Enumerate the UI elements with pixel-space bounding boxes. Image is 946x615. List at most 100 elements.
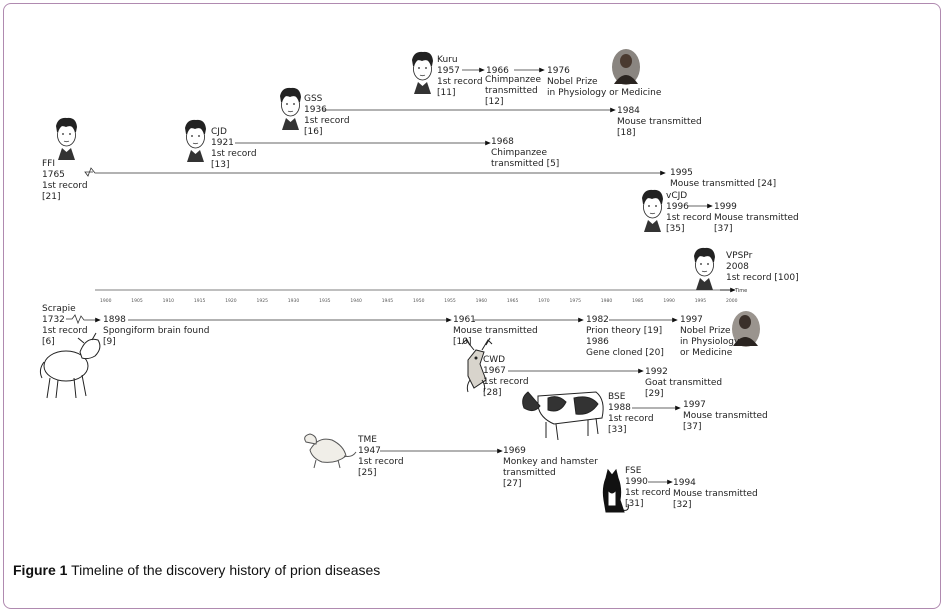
event-vcjd-end: 1999 Mouse transmitted [37] [714,202,799,234]
axis-tick-label: 2000 [726,298,738,304]
event-desc: Chimpanzee [485,75,541,85]
portrait-photo-icon [612,49,640,85]
sheep-icon [39,332,101,399]
event-vcjd-start: vCJD 1996 1st record [35] [666,191,712,234]
event-label: vCJD [666,191,687,201]
event-ref: [9] [103,337,116,347]
event-kuru-start: Kuru 1957 1st record [11] [437,55,483,98]
event-desc: Mouse transmitted [24] [670,179,776,189]
event-ref: [37] [714,224,732,234]
event-label: CWD [483,355,505,365]
event-year: 2008 [726,262,749,272]
event-ref: [37] [683,422,701,432]
event-gss-end: 1984 Mouse transmitted [18] [617,106,702,138]
event-desc: transmitted [503,468,556,478]
event-year: 1968 [491,137,514,147]
event-desc: 1st record [666,213,712,223]
event-ref: [28] [483,388,501,398]
axis-tick-label: 1910 [163,298,175,304]
event-bse-start: BSE 1988 1st record [33] [608,392,654,435]
event-ref: [12] [485,97,503,107]
event-year: 1995 [670,168,693,178]
event-year: 1976 [547,66,570,76]
axis-tick-label: 1980 [601,298,613,304]
animal-arrows [66,314,681,485]
event-desc: 1st record [211,149,257,159]
event-ref: [31] [625,499,643,509]
person-icon [412,51,433,94]
axis-tick-label: 1915 [194,298,206,304]
event-label: TME [357,435,377,445]
event-desc: Mouse transmitted [453,326,538,336]
event-ref: [13] [211,160,229,170]
event-label: BSE [608,392,626,402]
event-ref: [29] [645,389,663,399]
event-desc: 1st record [42,181,88,191]
event-year: 1921 [211,138,234,148]
event-ffi-end: 1995 Mouse transmitted [24] [670,168,776,189]
event-year: 1765 [42,170,65,180]
event-ref: [16] [304,127,322,137]
axis-tick-label: 1900 [100,298,112,304]
event-cwd-start: CWD 1967 1st record [28] [483,355,529,398]
axis-tick-label: 1955 [444,298,456,304]
event-ref: [27] [503,479,521,489]
event-vpspr: VPSPr 2008 1st record [100] [726,251,799,283]
axis-tick-label: 1975 [570,298,582,304]
figure-caption: Figure 1 Timeline of the discovery histo… [13,562,380,578]
event-fse-end: 1994 Mouse transmitted [32] [673,478,758,510]
cow-icon [522,391,604,441]
event-kuru-end: 1976 Nobel Prize in Physiology or Medici… [547,66,662,98]
event-desc: 1st record [608,414,654,424]
event-desc: transmitted [5] [491,159,559,169]
event-desc: Mouse transmitted [617,117,702,127]
event-year: 1996 [666,202,689,212]
time-axis: 1900 1905 1910 1915 1920 1925 1930 1935 1940 1945… [95,287,747,304]
person-icon [56,117,77,160]
event-year: 1936 [304,105,327,115]
event-year: 1984 [617,106,640,116]
caption-label: Figure 1 [13,562,68,578]
event-desc: Mouse transmitted [683,411,768,421]
event-desc: 1st record [437,77,483,87]
event-desc: Gene cloned [20] [586,348,664,358]
event-year: 1986 [586,337,609,347]
event-year: 1898 [103,315,126,325]
event-year: 1982 [586,315,609,325]
event-desc: transmitted [485,86,538,96]
event-ref: [33] [608,425,626,435]
event-scrapie-start: Scrapie 1732 1st record [6] [42,304,88,347]
person-icon [280,87,301,130]
event-ref: [11] [437,88,455,98]
event-year: 1997 [683,400,706,410]
axis-tick-label: 1985 [632,298,644,304]
event-label: VPSPr [726,251,753,261]
event-desc: Chimpanzee [491,148,547,158]
event-desc: or Medicine [680,348,733,358]
event-ref: [18] [617,128,635,138]
event-year: 1966 [486,66,509,76]
event-cjd-start: CJD 1921 1st record [13] [211,127,257,170]
event-ref: [32] [673,500,691,510]
person-icon [642,189,663,232]
axis-tick-label: 1940 [350,298,362,304]
event-fse-start: FSE 1990 1st record [31] [625,466,671,509]
event-desc: Goat transmitted [645,378,722,388]
event-year: 1957 [437,66,460,76]
event-ref: [21] [42,192,60,202]
event-desc: Mouse transmitted [714,213,799,223]
event-desc: Monkey and hamster [503,457,598,467]
event-ref: [10] [453,337,471,347]
event-label: Kuru [437,55,458,65]
person-icon [694,247,715,290]
axis-label: Time [734,288,747,294]
event-label: FSE [625,466,642,476]
event-ref: [25] [358,468,376,478]
event-year: 1969 [503,446,526,456]
axis-tick-label: 1970 [538,298,550,304]
event-year: 1999 [714,202,737,212]
axis-tick-label: 1990 [663,298,675,304]
event-label: Scrapie [42,304,76,314]
event-desc: in Physiology [680,337,740,347]
event-desc: 1st record [358,457,404,467]
